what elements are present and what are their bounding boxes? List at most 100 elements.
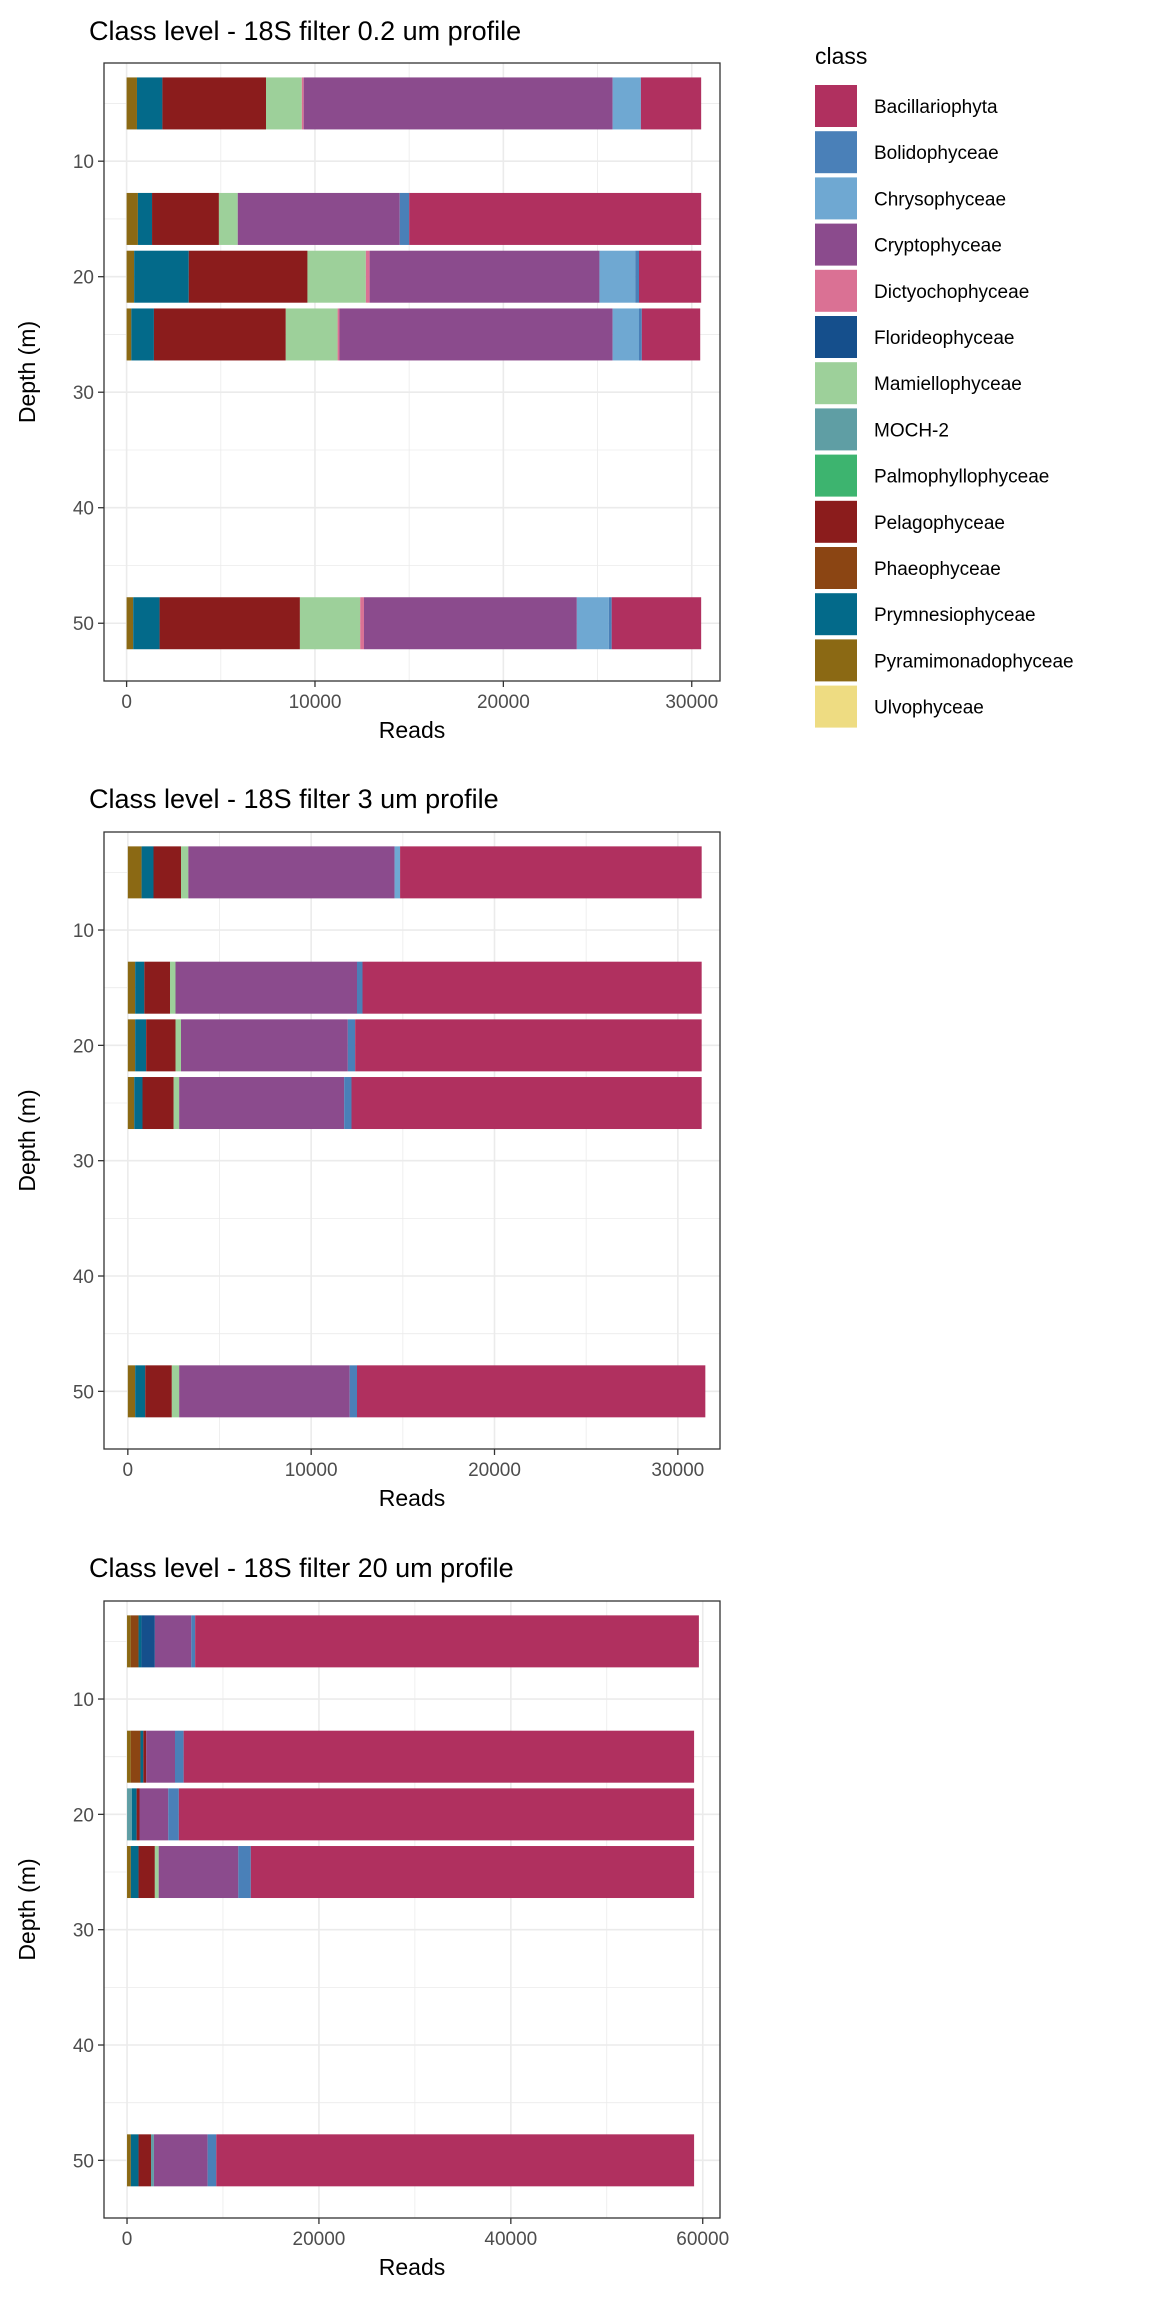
- bar-segment-mamiellophyceae: [154, 1846, 159, 1899]
- bar-segment-chrysophyceae: [599, 250, 636, 303]
- bar-segment-chrysophyceae: [394, 846, 401, 899]
- bar-segment-bolidophyceae: [608, 597, 612, 650]
- plot-border: [103, 831, 721, 1450]
- bar-segment-cryptophyceae: [158, 1846, 239, 1899]
- bar-segment-mamiellophyceae: [175, 1019, 181, 1072]
- legend-label: Prymnesiophyceae: [874, 605, 1036, 626]
- bar-segment-moch-2: [127, 1788, 132, 1841]
- bar-segment-pelagophyceae: [188, 250, 308, 303]
- bar-segment-bacillariophyta: [641, 308, 701, 361]
- y-tick-label: 50: [73, 2151, 94, 2172]
- legend-item-mamiellophyceae: Mamiellophyceae: [815, 362, 1022, 405]
- legend-label: Ulvophyceae: [874, 698, 984, 719]
- x-tick-label: 20000: [293, 2229, 346, 2250]
- legend-key: [815, 131, 857, 174]
- bar-segment-pelagophyceae: [162, 77, 267, 130]
- bar-depth-15: [126, 192, 702, 245]
- bar-segment-bacillariophyta: [357, 1365, 706, 1418]
- legend-item-prymnesiophyceae: Prymnesiophyceae: [815, 593, 1036, 636]
- bar-depth-50: [126, 597, 702, 650]
- bar-segment-bolidophyceae: [207, 2134, 217, 2187]
- bar-segment-pelagophyceae: [142, 1077, 174, 1130]
- y-tick-label: 10: [73, 921, 94, 942]
- legend-key: [815, 454, 857, 497]
- bar-segment-mamiellophyceae: [173, 1077, 180, 1130]
- legend-label: Bacillariophyta: [874, 97, 998, 118]
- bar-segment-dictyochophyceae: [360, 597, 364, 650]
- bar-segment-mamiellophyceae: [181, 846, 189, 899]
- bar-segment-cryptophyceae: [175, 961, 357, 1014]
- bar-segment-pyramimonadophyceae: [127, 2134, 131, 2187]
- legend-item-phaeophyceae: Phaeophyceae: [815, 547, 1001, 589]
- bar-segment-bacillariophyta: [638, 250, 702, 303]
- bar-segment-prymnesiophyceae: [137, 192, 153, 245]
- bar-segment-moch-2: [151, 2134, 154, 2187]
- legend-key: [815, 685, 857, 728]
- y-tick-label: 30: [73, 1152, 94, 1173]
- bar-segment-pyramimonadophyceae: [126, 77, 137, 130]
- bar-segment-bolidophyceae: [638, 308, 642, 361]
- chart-title: Class level - 18S filter 20 um profile: [89, 1553, 514, 1583]
- y-tick-label: 30: [73, 1921, 94, 1942]
- bar-segment-pelagophyceae: [159, 597, 300, 650]
- bar-segment-phaeophyceae: [130, 1615, 139, 1668]
- legend-item-bolidophyceae: Bolidophyceae: [815, 131, 999, 174]
- bar-segment-bolidophyceae: [191, 1615, 196, 1668]
- bar-depth-20: [127, 1019, 702, 1072]
- bar-segment-cryptophyceae: [153, 2134, 208, 2187]
- legend-item-palmophyllophyceae: Palmophyllophyceae: [815, 454, 1049, 497]
- bar-segment-pelagophyceae: [145, 1365, 172, 1418]
- bar-depth-20: [126, 250, 702, 303]
- bar-segment-pyramimonadophyceae: [127, 961, 136, 1014]
- legend-item-bacillariophyta: Bacillariophyta: [815, 85, 998, 127]
- bar-segment-chrysophyceae: [576, 597, 609, 650]
- bar-segment-bacillariophyta: [216, 2134, 695, 2187]
- bar-segment-chrysophyceae: [612, 308, 639, 361]
- legend-label: Pyramimonadophyceae: [874, 651, 1074, 672]
- bar-depth-5: [126, 77, 702, 130]
- bar-segment-mamiellophyceae: [266, 77, 302, 130]
- x-tick-label: 30000: [665, 692, 718, 713]
- legend-key: [815, 269, 857, 312]
- legend-key: [815, 547, 857, 589]
- y-tick-label: 20: [73, 1805, 94, 1826]
- legend-key: [815, 593, 857, 636]
- legend-label: Cryptophyceae: [874, 236, 1002, 257]
- y-tick-label: 30: [73, 383, 94, 404]
- bar-segment-cryptophyceae: [179, 1365, 350, 1418]
- legend-label: Florideophyceae: [874, 328, 1014, 349]
- bar-segment-prymnesiophyceae: [135, 1365, 146, 1418]
- bar-segment-bolidophyceae: [344, 1077, 352, 1130]
- y-tick-label: 10: [73, 152, 94, 173]
- bar-segment-pyramimonadophyceae: [127, 1615, 131, 1668]
- plot-background: [104, 63, 720, 681]
- plot-background: [104, 1601, 720, 2218]
- bar-segment-pyramimonadophyceae: [126, 250, 135, 303]
- bar-segment-cryptophyceae: [339, 308, 613, 361]
- bar-segment-bolidophyceae: [357, 961, 363, 1014]
- bar-depth-50: [127, 2134, 695, 2187]
- bar-segment-cryptophyceae: [139, 1788, 169, 1841]
- bar-segment-prymnesiophyceae: [140, 1730, 144, 1783]
- x-axis-title: Reads: [379, 1485, 445, 1511]
- bar-segment-bolidophyceae: [399, 192, 410, 245]
- bar-segment-bacillariophyta: [362, 961, 702, 1014]
- bar-depth-15: [127, 1730, 695, 1783]
- bar-segment-pyramimonadophyceae: [127, 1019, 136, 1072]
- bar-segment-cryptophyceae: [188, 846, 395, 899]
- bar-depth-25: [127, 1846, 695, 1899]
- legend-item-ulvophyceae: Ulvophyceae: [815, 685, 984, 728]
- bar-segment-bolidophyceae: [349, 1365, 357, 1418]
- bar-segment-bacillariophyta: [183, 1730, 695, 1783]
- bar-depth-15: [127, 961, 702, 1014]
- bar-segment-pyramimonadophyceae: [127, 1365, 136, 1418]
- bar-segment-pelagophyceae: [153, 846, 181, 899]
- bar-segment-prymnesiophyceae: [134, 250, 189, 303]
- y-axis-title: Depth (m): [14, 1858, 40, 1960]
- bar-segment-pyramimonadophyceae: [127, 846, 142, 899]
- bar-segment-bacillariophyta: [195, 1615, 699, 1668]
- bar-segment-bolidophyceae: [175, 1730, 184, 1783]
- bar-segment-prymnesiophyceae: [130, 1846, 139, 1899]
- x-tick-label: 20000: [477, 692, 530, 713]
- legend-key: [815, 316, 857, 358]
